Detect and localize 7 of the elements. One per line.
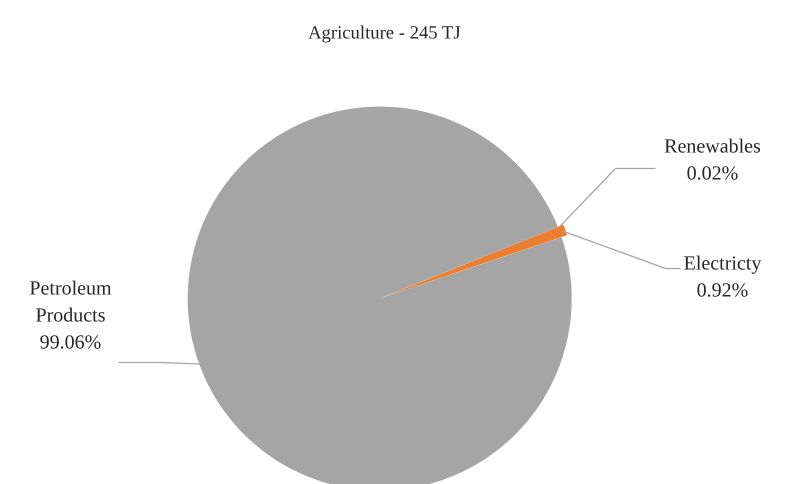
data-label: 0.92% [696, 280, 748, 302]
slice-label: Renewables [664, 136, 762, 158]
slice-label: Electricty [684, 252, 762, 274]
slice-label: Petroleum Products [29, 278, 112, 326]
chart-title: Agriculture - 245 TJ [308, 22, 461, 44]
data-label: 99.06% [40, 332, 102, 354]
data-label: 0.02% [686, 162, 738, 184]
